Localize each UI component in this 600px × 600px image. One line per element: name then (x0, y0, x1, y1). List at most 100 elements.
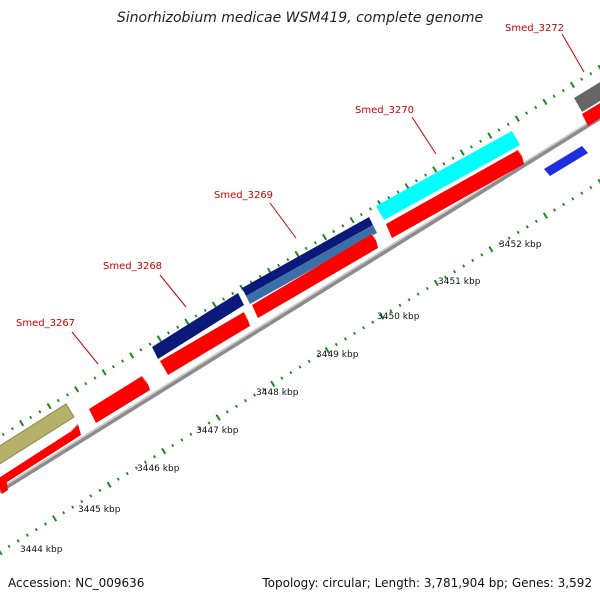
minor-tick (353, 331, 357, 336)
genome-backbone (0, 114, 600, 494)
gene-label-smed-3269[interactable]: Smed_3269 (214, 190, 273, 201)
minor-tick (332, 229, 336, 234)
minor-tick (589, 71, 593, 76)
scale-label: 3448 kbp (256, 388, 299, 398)
minor-tick (93, 376, 97, 380)
minor-tick (553, 208, 557, 212)
minor-tick (38, 410, 42, 414)
gene-label-smed-3267[interactable]: Smed_3267 (16, 318, 75, 329)
major-tick (52, 515, 58, 522)
scale-label: 3447 kbp (196, 426, 239, 436)
gene-red-3268[interactable] (160, 312, 250, 375)
major-tick (184, 318, 190, 325)
gene-red-2[interactable] (0, 478, 8, 494)
minor-tick (362, 326, 366, 330)
minor-tick (198, 427, 202, 431)
gene-label-smed-3268[interactable]: Smed_3268 (103, 261, 162, 272)
gene-red-1[interactable] (0, 424, 81, 496)
gene-label-smed-3272[interactable]: Smed_3272 (505, 23, 564, 34)
gene-smed-3270-bar[interactable] (376, 131, 520, 220)
minor-tick (453, 270, 457, 274)
major-tick (294, 250, 300, 258)
minor-tick (525, 225, 529, 229)
minor-tick (222, 297, 226, 301)
minor-tick (416, 292, 420, 296)
minor-tick (498, 242, 502, 246)
minor-tick (10, 427, 14, 431)
minor-tick (1, 432, 5, 437)
minor-tick (262, 387, 266, 392)
gene-smed-3269-bar[interactable] (242, 217, 373, 296)
gene-khaki[interactable] (0, 403, 75, 465)
major-tick (322, 233, 328, 241)
major-tick (270, 380, 276, 388)
minor-tick (516, 230, 520, 235)
gene-features (0, 76, 600, 496)
major-tick (459, 149, 465, 156)
gene-red-3267[interactable] (89, 376, 150, 423)
minor-tick (451, 156, 455, 160)
minor-tick (580, 77, 584, 81)
major-tick (487, 132, 493, 139)
minor-tick (398, 303, 402, 307)
major-tick (488, 246, 494, 253)
accession-text: Accession: NC_009636 (8, 576, 145, 590)
minor-tick (29, 415, 33, 420)
minor-tick (396, 190, 400, 194)
minor-tick (84, 381, 88, 386)
major-tick (324, 346, 330, 354)
minor-tick (561, 88, 565, 93)
gene-smed-3268-bar[interactable] (152, 293, 244, 359)
minor-tick (277, 263, 281, 267)
minor-tick (243, 398, 247, 403)
minor-tick (407, 298, 411, 302)
scale-label: 3452 kbp (499, 240, 542, 250)
minor-tick (534, 219, 538, 223)
minor-tick (286, 257, 290, 262)
minor-tick (443, 275, 447, 279)
minor-tick (25, 533, 29, 537)
minor-tick (424, 173, 428, 177)
scale-labels: 3444 kbp 3445 kbp 3446 kbp 3447 kbp 3448… (20, 240, 542, 555)
major-tick (432, 166, 438, 173)
minor-tick (62, 511, 66, 515)
minor-tick (341, 224, 345, 228)
minor-tick (462, 264, 466, 268)
major-tick (215, 414, 221, 421)
minor-tick (7, 544, 11, 549)
gene-label-smed-3270[interactable]: Smed_3270 (355, 105, 414, 116)
minor-tick (562, 202, 566, 207)
minor-tick (189, 432, 193, 436)
minor-tick (589, 185, 593, 190)
minor-tick (480, 253, 484, 257)
minor-tick (359, 212, 363, 217)
major-tick (349, 216, 355, 224)
minor-tick (71, 505, 75, 509)
minor-tick (171, 443, 175, 448)
major-tick (19, 419, 25, 427)
minor-tick (148, 342, 152, 346)
minor-tick (389, 309, 393, 313)
major-tick (542, 98, 548, 106)
minor-tick (134, 466, 138, 470)
minor-tick (234, 404, 238, 408)
gene-callouts (71, 33, 585, 365)
minor-tick (479, 139, 483, 143)
minor-tick (307, 359, 311, 364)
minor-tick (194, 314, 198, 318)
gene-blue-inner[interactable] (544, 146, 588, 176)
major-tick (46, 402, 52, 410)
minor-tick (34, 527, 38, 532)
minor-tick (125, 471, 129, 476)
minor-tick (231, 291, 235, 296)
major-tick (106, 481, 112, 488)
minor-tick (280, 376, 284, 380)
gene-red-3269[interactable] (252, 234, 378, 318)
minor-tick (343, 337, 347, 341)
minor-tick (442, 162, 446, 166)
gene-red-3272[interactable] (582, 97, 600, 126)
minor-tick (316, 354, 320, 358)
gene-labels: Smed_3267 Smed_3268 Smed_3269 Smed_3270 … (16, 23, 564, 329)
gene-gray[interactable] (574, 76, 600, 112)
gene-red-3270[interactable] (386, 150, 524, 238)
